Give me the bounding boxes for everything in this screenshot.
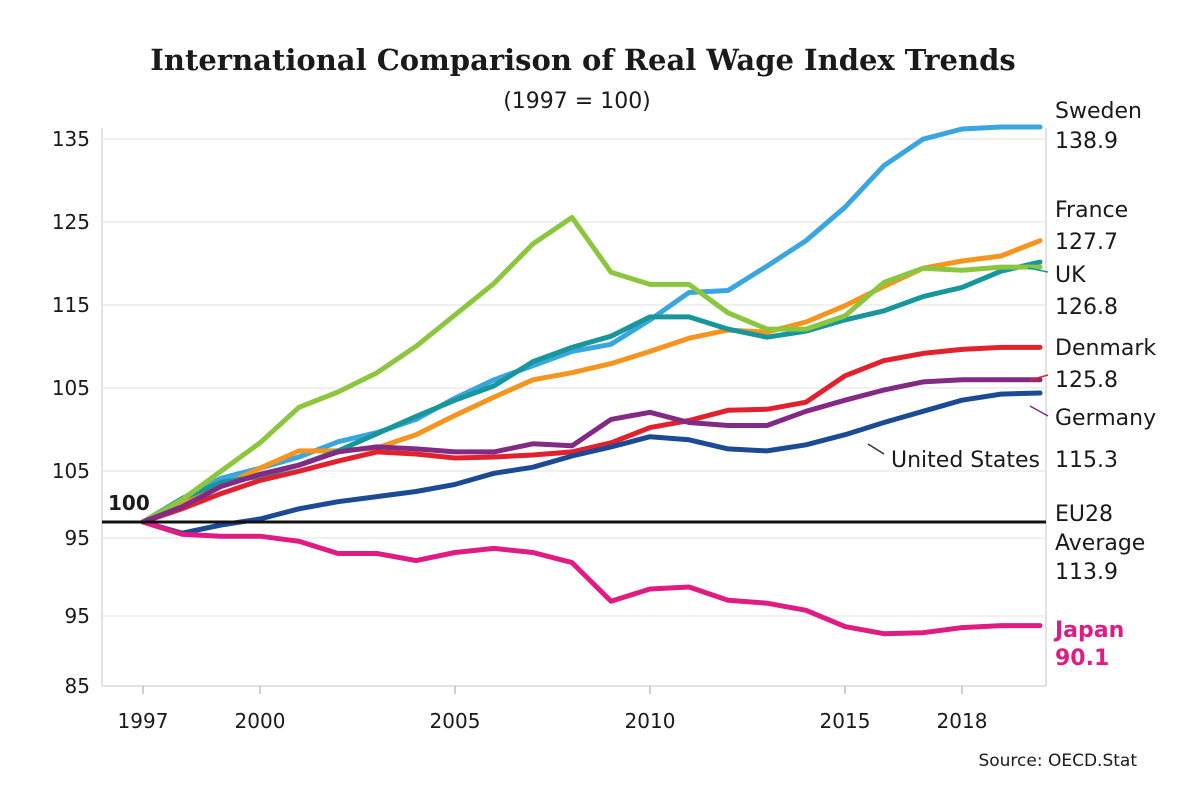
baseline-group: 100 — [102, 491, 1046, 524]
series-lines — [140, 124, 1043, 637]
leader-line-uk — [1027, 267, 1049, 273]
label-uk: UK — [1055, 263, 1086, 288]
series-line-japan — [140, 519, 1043, 637]
y-axis-ticks: 135 125 115 105 105 95 95 85 — [52, 127, 1046, 698]
x-tick-label: 2000 — [235, 709, 286, 733]
x-tick-label: 2005 — [430, 709, 481, 733]
label-united-states: United States — [891, 448, 1040, 473]
series-labels: Sweden 138.9 France 127.7 UK 126.8 Denmark 125.… — [867, 99, 1156, 671]
y-tick-label: 105 — [52, 376, 90, 400]
series-line-green-series — [140, 214, 1043, 525]
x-tick-label: 2010 — [625, 709, 676, 733]
series-line-denmark — [140, 344, 1043, 525]
series-line-germany — [140, 377, 1043, 525]
value-label-denmark: 125.8 — [1055, 368, 1118, 393]
label-germany: Germany — [1055, 406, 1156, 431]
y-tick-label: 95 — [65, 604, 90, 628]
series-line-united-states — [140, 390, 1043, 536]
x-tick-label: 2018 — [937, 709, 988, 733]
leader-line-germany — [1029, 405, 1049, 417]
series-line-uk — [140, 259, 1043, 525]
label-eu28: Average — [1055, 531, 1145, 556]
x-tick-label: 1997 — [118, 709, 169, 733]
y-tick-label: 125 — [52, 210, 90, 234]
label-eu28: EU28 — [1055, 502, 1113, 527]
series-line-france — [140, 238, 1043, 525]
series-line-sweden — [140, 124, 1043, 525]
y-tick-label: 105 — [52, 459, 90, 483]
value-label-france: 127.7 — [1055, 230, 1118, 255]
value-label-sweden: 138.9 — [1055, 129, 1118, 154]
y-tick-label: 115 — [52, 293, 90, 317]
label-japan: Japan — [1053, 618, 1124, 643]
value-label-uk: 126.8 — [1055, 295, 1118, 320]
label-denmark: Denmark — [1055, 336, 1156, 361]
value-label-japan: 90.1 — [1055, 646, 1109, 671]
leader-line-denmark — [1029, 374, 1049, 381]
y-tick-label: 95 — [65, 526, 90, 550]
label-france: France — [1055, 198, 1128, 223]
value-label-united-states: 115.3 — [1055, 448, 1118, 473]
leader-line-united-states — [867, 443, 885, 455]
y-tick-label: 135 — [52, 127, 90, 151]
x-tick-label: 2015 — [820, 709, 871, 733]
label-sweden: Sweden — [1055, 99, 1142, 124]
source-note: Source: OECD.Stat — [978, 751, 1137, 771]
x-axis-ticks: 1997 2000 2005 2010 2015 2018 — [118, 686, 988, 733]
value-label-eu28: 113.9 — [1055, 560, 1118, 585]
y-tick-label: 85 — [65, 674, 90, 698]
chart-subtitle: (1997 = 100) — [503, 89, 651, 114]
baseline-label: 100 — [108, 491, 150, 515]
chart-title: International Comparison of Real Wage In… — [150, 43, 1015, 77]
